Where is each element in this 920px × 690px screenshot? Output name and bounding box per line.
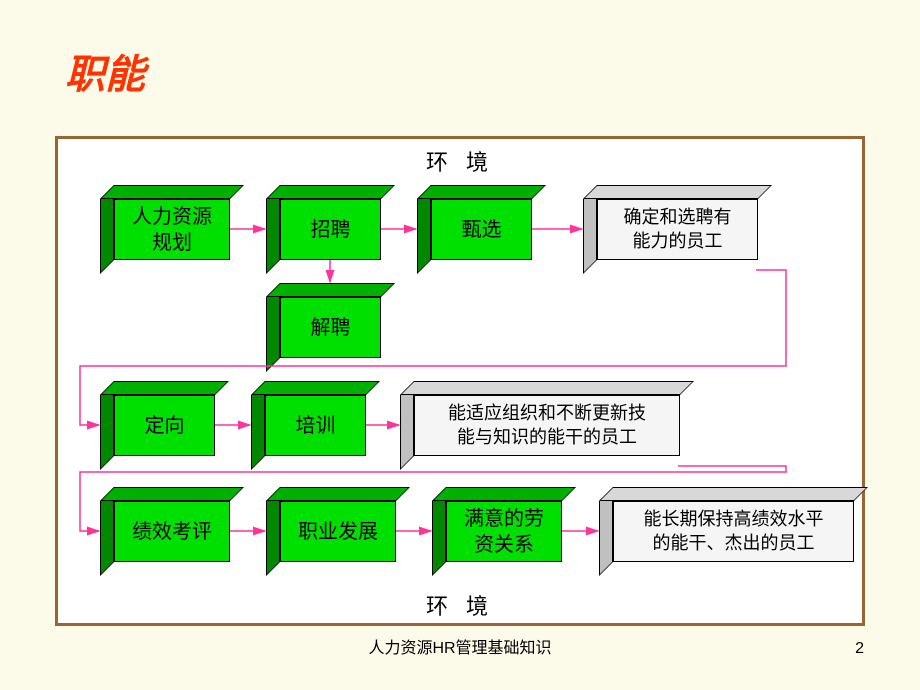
- box-b1-label: 人力资源 规划: [114, 199, 230, 260]
- box-b6: 培训: [251, 381, 366, 456]
- footer-text: 人力资源HR管理基础知识: [368, 634, 551, 658]
- box-o1-label: 确定和选聘有 能力的员工: [597, 199, 758, 260]
- box-o3-label: 能长期保持高绩效水平 的能干、杰出的员工: [613, 501, 854, 562]
- box-b8-label: 职业发展: [280, 501, 396, 562]
- box-b5-label: 定向: [114, 395, 215, 456]
- box-b3: 甄选: [417, 185, 532, 260]
- box-b2-label: 招聘: [280, 199, 381, 260]
- box-b5: 定向: [100, 381, 215, 456]
- box-o1: 确定和选聘有 能力的员工: [583, 185, 758, 260]
- box-b4-label: 解聘: [280, 297, 381, 358]
- box-b7-label: 绩效考评: [114, 501, 230, 562]
- box-o2: 能适应组织和不断更新技 能与知识的能干的员工: [400, 381, 680, 456]
- box-b7: 绩效考评: [100, 487, 230, 562]
- box-o3: 能长期保持高绩效水平 的能干、杰出的员工: [599, 487, 854, 562]
- box-b2: 招聘: [266, 185, 381, 260]
- box-b8: 职业发展: [266, 487, 396, 562]
- box-b3-label: 甄选: [431, 199, 532, 260]
- box-o2-label: 能适应组织和不断更新技 能与知识的能干的员工: [414, 395, 680, 456]
- frame-label-bottom: 环 境: [426, 589, 494, 621]
- box-b6-label: 培训: [265, 395, 366, 456]
- box-b9-label: 满意的劳 资关系: [446, 501, 562, 562]
- slide-title: 职能: [65, 42, 145, 100]
- frame-label-top: 环 境: [426, 145, 494, 177]
- box-b9: 满意的劳 资关系: [432, 487, 562, 562]
- box-b1: 人力资源 规划: [100, 185, 230, 260]
- page-number: 2: [855, 640, 864, 658]
- box-b4: 解聘: [266, 283, 381, 358]
